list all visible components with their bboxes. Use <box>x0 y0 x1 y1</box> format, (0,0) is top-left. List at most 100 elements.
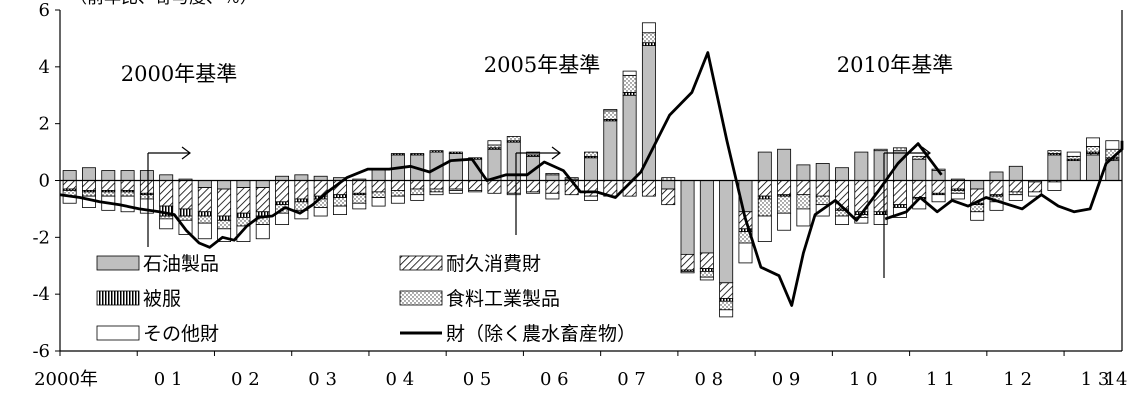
bar-食料工業製品-46 <box>950 190 965 194</box>
bar-石油製品-28 <box>603 120 618 181</box>
bar-石油製品-2 <box>101 170 116 181</box>
legend-label: 被服 <box>143 288 181 310</box>
bar-耐久消費財-48 <box>989 180 1004 196</box>
bar-耐久消費財-38 <box>796 180 811 196</box>
bar-耐久消費財-18 <box>410 180 425 190</box>
bar-食料工業製品-52 <box>1066 155 1081 160</box>
bar-その他財-21 <box>468 190 483 193</box>
bar-食料工業製品-33 <box>699 271 714 278</box>
bar-その他財-47 <box>970 211 985 221</box>
x-tick-label: 0 1 <box>154 369 183 390</box>
bar-食料工業製品-29 <box>622 74 637 93</box>
bar-被服-34 <box>719 298 734 302</box>
x-tick-label: 0 8 <box>694 369 723 390</box>
bar-被服-20 <box>448 151 463 154</box>
bar-石油製品-0 <box>62 170 77 181</box>
bar-石油製品-48 <box>989 171 1004 181</box>
bar-食料工業製品-16 <box>371 191 386 198</box>
bar-食料工業製品-6 <box>178 215 193 221</box>
bar-その他財-27 <box>584 195 598 201</box>
unit-label: （前年比、寄与度、％） <box>70 0 257 8</box>
bar-食料工業製品-3 <box>120 191 135 197</box>
bar-その他財-15 <box>352 202 367 210</box>
bar-耐久消費財-36 <box>757 180 772 197</box>
bar-石油製品-4 <box>139 170 154 181</box>
bar-耐久消費財-22 <box>487 180 502 194</box>
bar-被服-33 <box>699 268 714 272</box>
bar-石油製品-34 <box>719 180 734 284</box>
annotation-arrow-head <box>181 146 191 160</box>
bar-食料工業製品-22 <box>487 144 502 149</box>
x-tick-label: 0 3 <box>308 369 337 390</box>
bar-耐久消費財-9 <box>236 187 251 214</box>
bar-耐久消費財-30 <box>641 180 656 197</box>
bar-その他財-42 <box>873 214 888 225</box>
x-tick-label: 0 2 <box>231 369 260 390</box>
bar-被服-19 <box>429 150 444 153</box>
bar-その他財-23 <box>506 192 521 196</box>
bar-石油製品-30 <box>641 45 656 181</box>
bar-石油製品-47 <box>970 180 985 190</box>
bar-その他財-20 <box>448 190 463 194</box>
bar-食料工業製品-49 <box>1008 191 1023 196</box>
bar-その他財-28 <box>603 109 618 112</box>
bar-その他財-29 <box>622 70 637 76</box>
bar-その他財-18 <box>410 194 425 201</box>
bar-耐久消費財-45 <box>931 180 946 194</box>
bar-その他財-24 <box>526 191 541 194</box>
bar-その他財-45 <box>931 194 946 203</box>
bar-耐久消費財-33 <box>699 252 714 269</box>
bar-食料工業製品-2 <box>101 191 116 197</box>
bar-食料工業製品-4 <box>139 194 154 200</box>
bar-石油製品-39 <box>815 163 830 181</box>
x-tick-label: 0 7 <box>617 369 646 390</box>
bar-食料工業製品-37 <box>777 195 792 214</box>
x-tick-label: 1 2 <box>1003 369 1032 390</box>
x-tick-label: 0 9 <box>772 369 801 390</box>
legend-item-3: 食料工業製品 <box>399 288 560 310</box>
legend-label: 財（除く農水畜産物） <box>446 323 636 345</box>
bar-耐久消費財-17 <box>390 180 405 191</box>
legend-label: 耐久消費財 <box>446 253 541 275</box>
bar-食料工業製品-5 <box>159 215 174 220</box>
bar-石油製品-13 <box>313 175 328 181</box>
bar-石油製品-1 <box>82 167 96 181</box>
bar-耐久消費財-44 <box>912 180 927 198</box>
legend-label: その他財 <box>143 323 219 345</box>
bar-耐久消費財-24 <box>526 180 541 193</box>
bar-石油製品-37 <box>777 148 792 181</box>
x-tick-label: 14 <box>1105 369 1128 390</box>
y-tick-label: -4 <box>32 284 50 305</box>
bar-耐久消費財-10 <box>255 187 270 213</box>
bar-耐久消費財-27 <box>584 180 598 197</box>
bar-耐久消費財-40 <box>835 180 849 210</box>
line-series-segment-0 <box>59 51 943 307</box>
bar-石油製品-32 <box>680 180 695 255</box>
bar-耐久消費財-16 <box>371 180 386 193</box>
bar-石油製品-38 <box>796 164 811 181</box>
bar-耐久消費財-43 <box>892 180 907 206</box>
x-tick-label: 1 0 <box>849 369 878 390</box>
annotation-arrow-head <box>551 146 561 160</box>
bar-耐久消費財-39 <box>815 180 830 197</box>
bar-耐久消費財-21 <box>468 180 483 191</box>
bar-耐久消費財-12 <box>294 180 309 200</box>
bar-食料工業製品-42 <box>873 148 888 152</box>
bar-石油製品-36 <box>757 151 772 181</box>
bar-石油製品-29 <box>622 94 637 181</box>
bar-その他財-16 <box>371 197 386 207</box>
x-tick-label: 2000年 <box>34 369 98 390</box>
bar-その他財-22 <box>487 140 502 146</box>
bar-被服-6 <box>178 208 193 217</box>
bar-耐久消費財-15 <box>352 180 367 194</box>
y-tick-label: -2 <box>32 227 50 248</box>
y-tick-label: 0 <box>39 171 50 192</box>
bar-その他財-36 <box>757 215 772 243</box>
bar-食料工業製品-17 <box>390 190 405 197</box>
bar-被服-14 <box>333 194 347 198</box>
legend-item-2: 被服 <box>96 288 181 310</box>
bar-食料工業製品-25 <box>545 172 560 176</box>
bar-その他財-13 <box>313 207 328 217</box>
annotation-base-year: 2010年基準 <box>837 53 953 77</box>
bar-耐久消費財-31 <box>661 188 676 206</box>
